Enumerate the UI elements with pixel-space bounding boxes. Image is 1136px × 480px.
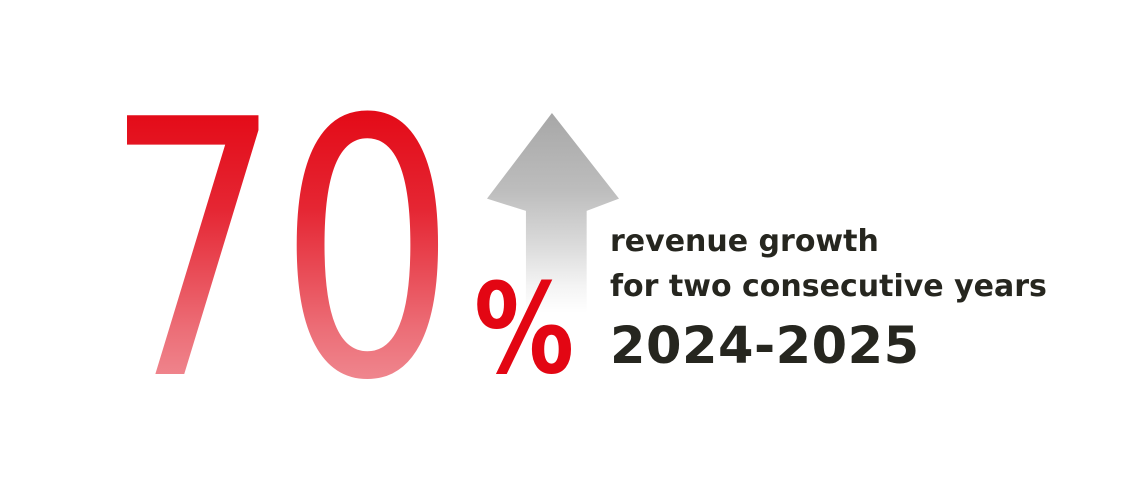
stat-caption-block: revenue growth for two consecutive years… [610,219,1047,375]
caption-line-2: for two consecutive years [610,269,1047,304]
percent-sign: % [474,257,575,402]
caption-line-1: revenue growth [610,224,879,259]
stat-period: 2024-2025 [610,317,920,376]
stat-value: 70 [104,44,457,458]
